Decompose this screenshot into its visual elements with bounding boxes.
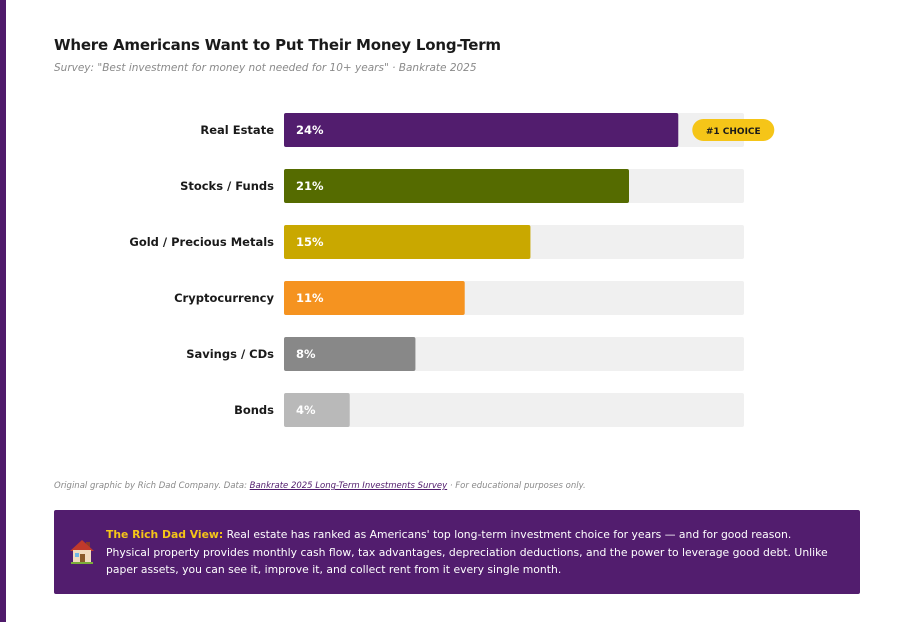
value-label-stocks-funds: 21% (296, 179, 324, 193)
value-label-cryptocurrency: 11% (296, 291, 324, 305)
source-prefix: Original graphic by Rich Dad Company. Da… (54, 481, 250, 491)
bar-bonds (284, 393, 350, 427)
value-label-gold-precious-metals: 15% (296, 235, 324, 249)
bar-chart: Real Estate 24% #1 CHOICE Stocks / Funds 21%… (129, 113, 775, 427)
bar-real-estate (284, 113, 679, 147)
bar-stocks-funds (284, 169, 629, 203)
chart-title: Where Americans Want to Put Their Money … (54, 36, 501, 54)
callout-lead: The Rich Dad View: (106, 528, 224, 541)
category-label-real-estate: Real Estate (200, 123, 274, 137)
category-label-stocks-funds: Stocks / Funds (180, 179, 274, 193)
top-choice-badge-label: #1 CHOICE (706, 127, 761, 137)
value-label-savings-cds: 8% (296, 347, 316, 361)
category-label-savings-cds: Savings / CDs (186, 347, 274, 361)
top-choice-badge (692, 119, 775, 141)
chart-subtitle: Survey: "Best investment for money not n… (54, 62, 477, 74)
category-label-bonds: Bonds (234, 403, 274, 417)
callout-body: Real estate has ranked as Americans' top… (106, 528, 828, 576)
source-note: Original graphic by Rich Dad Company. Da… (54, 481, 586, 491)
category-label-cryptocurrency: Cryptocurrency (174, 291, 274, 305)
callout-text: The Rich Dad View: Real estate has ranke… (106, 526, 836, 579)
value-label-bonds: 4% (296, 403, 316, 417)
bar-gold-precious-metals (284, 225, 531, 259)
rich-dad-view-callout: The Rich Dad View: Real estate has ranke… (54, 510, 860, 594)
left-accent-stripe (0, 0, 6, 622)
bar-cryptocurrency (284, 281, 465, 315)
house-icon (70, 540, 94, 564)
source-suffix: · For educational purposes only. (447, 481, 586, 491)
source-link[interactable]: Bankrate 2025 Long-Term Investments Surv… (249, 481, 448, 491)
value-label-real-estate: 24% (296, 123, 324, 137)
bar-savings-cds (284, 337, 416, 371)
category-label-gold-precious-metals: Gold / Precious Metals (129, 235, 274, 249)
bar-track-bonds (284, 393, 744, 427)
